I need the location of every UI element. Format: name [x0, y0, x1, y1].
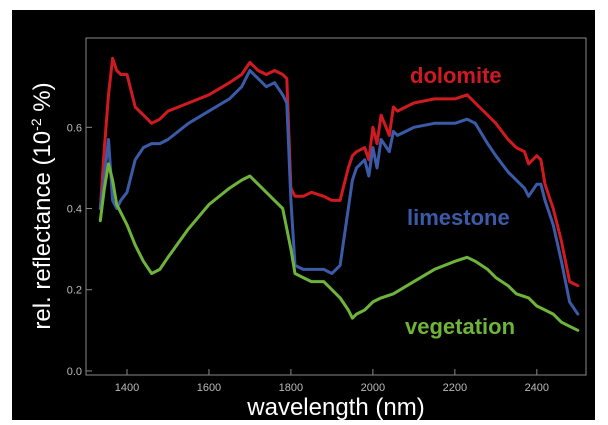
x-tick-label: 1800 [279, 382, 303, 394]
y-tick-label: 0.6 [67, 122, 82, 134]
y-axis-label-text: rel. reflectance (10 [29, 131, 56, 330]
x-axis: 1400 1600 1800 2000 2200 2400 [115, 369, 549, 394]
y-axis-label: rel. reflectance (10-2 %) [28, 82, 56, 329]
x-tick-label: 1400 [115, 382, 139, 394]
series-line-vegetation [98, 162, 580, 332]
series-label-vegetation: vegetation [405, 314, 515, 339]
y-axis-label-exponent: -2 [28, 118, 44, 131]
x-tick-label: 2000 [361, 382, 385, 394]
chart-figure: 1400 1600 1800 2000 2200 2400 0.0 0.2 0.4 0.6 do… [12, 10, 595, 421]
y-axis-label-suffix: %) [29, 82, 56, 118]
reflectance-chart: 1400 1600 1800 2000 2200 2400 0.0 0.2 0.4 0.6 do… [12, 10, 595, 421]
y-tick-label: 0.0 [67, 366, 82, 378]
series-line-limestone [98, 69, 580, 316]
series-line-dolomite [98, 56, 580, 288]
y-tick-label: 0.2 [67, 285, 82, 297]
y-tick-label: 0.4 [67, 204, 82, 216]
series-label-dolomite: dolomite [410, 63, 502, 88]
series-label-limestone: limestone [407, 205, 510, 230]
plot-frame [85, 37, 587, 376]
x-tick-label: 1600 [197, 382, 221, 394]
series-lines [98, 56, 580, 332]
y-axis: 0.0 0.2 0.4 0.6 [67, 122, 92, 378]
x-axis-label: wavelength (nm) [246, 394, 424, 420]
x-tick-label: 2400 [525, 382, 549, 394]
x-tick-label: 2200 [443, 382, 467, 394]
